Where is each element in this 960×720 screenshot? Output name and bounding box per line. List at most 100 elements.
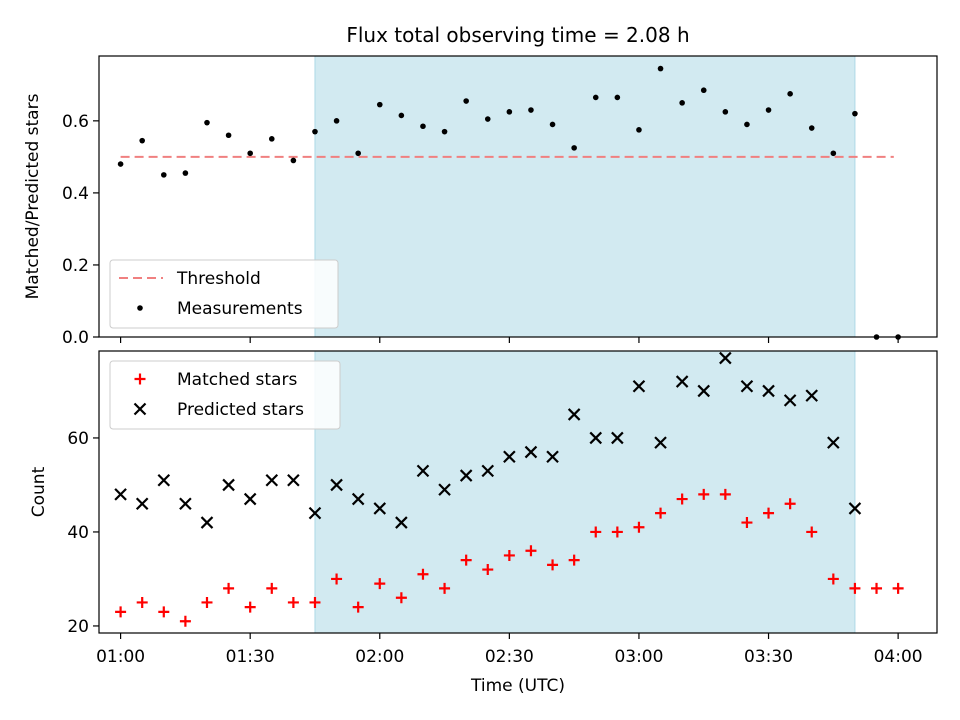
data-point <box>223 582 235 594</box>
y-tick-label: 20 <box>67 617 89 637</box>
legend-box <box>109 259 339 329</box>
data-point <box>503 549 515 561</box>
data-point <box>506 109 513 115</box>
data-point <box>848 502 862 515</box>
data-point <box>763 507 775 519</box>
chart-title: Flux total observing time = 2.08 h <box>346 23 689 47</box>
data-point <box>697 384 711 398</box>
data-point <box>266 582 278 594</box>
data-point <box>852 110 858 117</box>
data-point <box>787 91 793 97</box>
data-point <box>571 145 577 151</box>
axes-frame <box>98 350 938 634</box>
data-point <box>654 436 667 449</box>
y-tick-label: 0.4 <box>62 184 89 204</box>
data-point <box>114 488 127 501</box>
x-tick-label: 03:30 <box>744 647 793 667</box>
data-point <box>312 128 318 135</box>
data-point <box>243 492 257 506</box>
legend-label: Threshold <box>176 269 261 289</box>
x-tick-label: 01:00 <box>96 647 145 667</box>
data-point <box>416 464 430 478</box>
data-point <box>222 478 235 492</box>
data-point <box>200 516 214 529</box>
data-point <box>740 379 754 393</box>
data-point <box>395 592 407 604</box>
data-point <box>247 150 253 157</box>
data-point <box>373 502 387 515</box>
series-predicted-stars <box>114 351 862 529</box>
data-point <box>441 128 448 135</box>
data-point <box>892 582 904 594</box>
data-point <box>117 161 124 167</box>
axes-frame <box>98 55 938 338</box>
data-point <box>420 123 426 130</box>
legend-marker <box>137 305 143 311</box>
data-point <box>160 172 167 178</box>
data-point <box>268 136 275 142</box>
data-point <box>115 606 127 618</box>
data-point <box>287 596 299 608</box>
data-point <box>376 101 383 108</box>
data-point <box>484 116 491 122</box>
data-point <box>675 375 689 388</box>
data-point <box>808 125 815 131</box>
data-point <box>136 596 148 608</box>
data-point <box>827 573 839 585</box>
y-tick-label: 0.6 <box>62 112 89 132</box>
data-point <box>438 483 451 496</box>
data-point <box>525 545 537 557</box>
legend-marker <box>134 373 146 385</box>
data-point <box>719 488 731 500</box>
data-point <box>351 492 365 506</box>
panel-ratio: 0.0 0.2 0.4 0.6 Matched/Predicted stars Flux … <box>23 23 938 348</box>
data-point <box>139 137 145 144</box>
observing-window-shade <box>314 350 856 634</box>
data-point <box>459 469 473 482</box>
legend: Threshold Measurements <box>109 259 339 329</box>
data-point <box>549 121 556 128</box>
data-point <box>589 431 603 445</box>
data-point <box>784 498 796 510</box>
data-point <box>783 394 797 407</box>
x-tick-label: 02:30 <box>485 647 534 667</box>
legend-box <box>109 360 341 430</box>
data-point <box>611 526 623 538</box>
data-point <box>225 132 232 139</box>
data-point <box>806 526 818 538</box>
data-point <box>287 473 300 487</box>
x-tick-label: 01:30 <box>226 647 275 667</box>
data-point <box>398 112 405 119</box>
panel-counts: 01:00 01:30 02:00 02:30 03:00 03:30 04:00 20 40 6… <box>29 350 938 696</box>
data-point <box>439 582 451 594</box>
data-point <box>463 98 469 104</box>
x-tick-label: 04:00 <box>874 647 923 667</box>
data-point <box>547 559 559 571</box>
data-point <box>762 384 775 398</box>
data-point <box>849 582 861 594</box>
data-point <box>700 87 707 94</box>
data-point <box>352 601 364 613</box>
x-tick-label: 02:00 <box>355 647 404 667</box>
observing-window-shade <box>314 55 856 338</box>
data-point <box>765 107 772 113</box>
data-point <box>330 478 343 492</box>
y-tick-label: 0.2 <box>62 256 89 276</box>
data-point <box>157 473 171 487</box>
x-tick-label: 03:00 <box>614 647 663 667</box>
data-point <box>395 516 408 529</box>
legend-marker <box>133 402 147 416</box>
data-point <box>805 389 819 402</box>
data-point <box>204 119 210 126</box>
data-point <box>331 573 343 585</box>
legend-label: Matched stars <box>177 370 297 390</box>
series-matched-stars <box>115 488 904 627</box>
data-point <box>179 497 192 511</box>
data-point <box>632 379 646 393</box>
data-point <box>871 582 883 594</box>
y-tick-label: 40 <box>67 523 89 543</box>
data-point <box>158 606 170 618</box>
data-point <box>309 596 321 608</box>
data-point <box>827 436 840 449</box>
